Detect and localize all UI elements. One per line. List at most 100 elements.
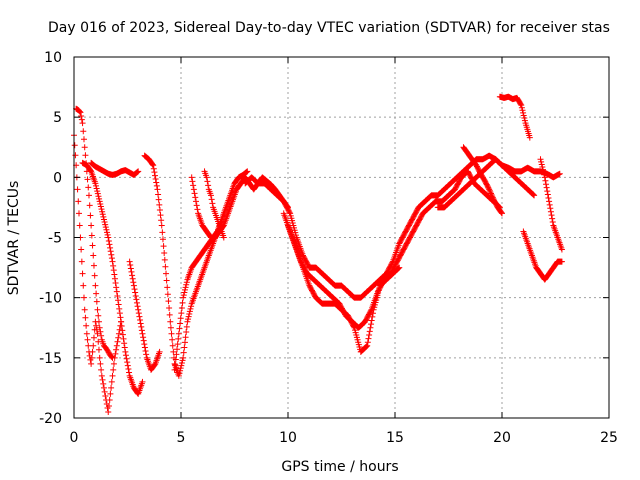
data-point <box>115 330 122 337</box>
data-point <box>93 185 100 192</box>
data-point <box>171 366 178 373</box>
data-point <box>546 201 553 208</box>
data-point <box>156 206 163 213</box>
data-point <box>84 336 91 343</box>
y-tick-label: -10 <box>39 291 62 307</box>
data-point <box>162 263 169 270</box>
data-point <box>364 342 371 349</box>
data-point <box>489 194 496 201</box>
data-point <box>122 352 129 359</box>
data-point <box>362 344 369 351</box>
data-point <box>161 249 168 256</box>
data-point <box>93 182 100 189</box>
data-point <box>113 346 120 353</box>
data-point <box>179 299 186 306</box>
data-point <box>164 284 171 291</box>
data-point <box>139 330 146 337</box>
data-point <box>92 282 99 289</box>
series-arc-8 <box>171 222 225 373</box>
x-tick-label: 10 <box>279 430 297 446</box>
data-point <box>394 265 401 272</box>
data-point <box>182 284 189 291</box>
y-tick-label: 5 <box>53 110 62 126</box>
data-point <box>114 338 121 345</box>
data-point <box>188 303 195 310</box>
data-point <box>90 342 97 349</box>
data-point <box>518 102 525 109</box>
data-point <box>87 167 94 174</box>
y-tick-label: -15 <box>39 351 62 367</box>
data-point <box>93 290 100 297</box>
data-point <box>127 262 134 269</box>
data-point <box>133 299 140 306</box>
data-point <box>185 316 192 323</box>
series-arc-2 <box>73 105 116 361</box>
data-point <box>95 346 102 353</box>
x-tick-label: 15 <box>386 430 404 446</box>
data-point <box>135 168 142 175</box>
data-point <box>367 324 374 331</box>
data-point <box>151 361 158 368</box>
data-point <box>97 200 104 207</box>
data-point <box>121 340 128 347</box>
data-point <box>488 191 495 198</box>
data-point <box>109 354 116 361</box>
data-point <box>78 112 85 119</box>
data-point <box>547 205 554 212</box>
data-point <box>133 296 140 303</box>
data-point <box>79 270 86 277</box>
data-point <box>539 166 546 173</box>
data-point <box>116 305 123 312</box>
x-axis-label: GPS time / hours <box>281 459 398 475</box>
data-point <box>71 142 78 149</box>
data-point <box>521 117 528 124</box>
data-point <box>108 354 115 361</box>
data-point <box>244 168 251 175</box>
data-point <box>80 294 87 301</box>
data-point <box>489 193 496 200</box>
data-point <box>177 367 184 374</box>
data-point <box>548 212 555 219</box>
data-point <box>194 206 201 213</box>
data-point <box>369 310 376 317</box>
data-point <box>81 144 88 151</box>
data-point <box>88 232 95 239</box>
data-point <box>93 322 100 329</box>
data-point <box>167 324 174 331</box>
data-point <box>364 339 371 346</box>
data-point <box>176 370 183 377</box>
data-point <box>173 351 180 358</box>
data-point <box>100 213 107 220</box>
data-point <box>105 408 112 415</box>
data-point <box>110 267 117 274</box>
data-point <box>158 222 165 229</box>
data-point <box>188 174 195 181</box>
data-point <box>153 179 160 186</box>
y-axis-label: SDTVAR / TECUs <box>6 181 22 296</box>
data-point <box>186 310 193 317</box>
series-arc-5 <box>126 258 163 373</box>
data-point <box>157 212 164 219</box>
data-point <box>111 275 118 282</box>
data-point <box>544 191 551 198</box>
data-point <box>82 152 89 159</box>
data-point <box>83 330 90 337</box>
series-arc-4 <box>88 159 142 178</box>
data-point <box>130 279 137 286</box>
data-point <box>366 328 373 335</box>
data-point <box>96 195 103 202</box>
data-point <box>181 289 188 296</box>
data-point <box>110 360 117 367</box>
data-point <box>79 120 86 127</box>
data-point <box>178 362 185 369</box>
data-point <box>98 366 105 373</box>
data-point <box>138 327 145 334</box>
data-point <box>530 191 537 198</box>
data-point <box>107 390 114 397</box>
data-point <box>369 313 376 320</box>
data-point <box>116 326 123 333</box>
data-point <box>137 317 144 324</box>
data-point <box>97 360 104 367</box>
data-point <box>207 192 214 199</box>
data-point <box>78 246 85 253</box>
